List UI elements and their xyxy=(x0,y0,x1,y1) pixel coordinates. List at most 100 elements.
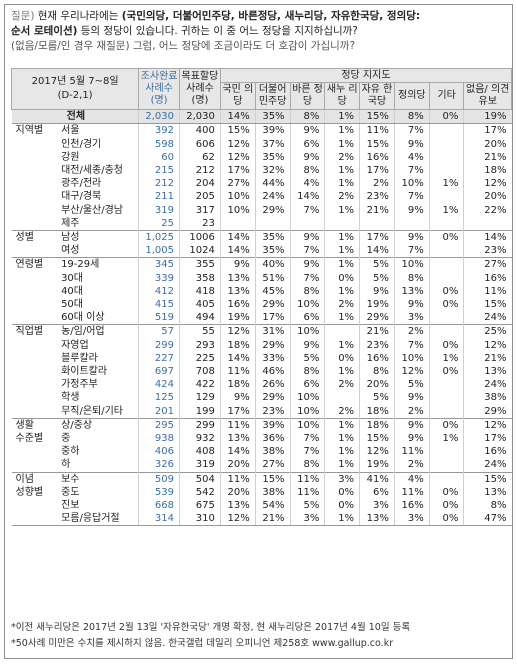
table-cell: 938 xyxy=(138,432,180,446)
table-cell: 1% xyxy=(428,177,464,191)
party-list-bold: (국민의당, 더불어민주당, 바른정당, 새누리당, 자유한국당, 정의당: xyxy=(121,10,421,22)
table-cell: 9% xyxy=(393,417,430,433)
table-row: 부산/울산/경남 319 317 10% 29% 7% 1% 21% 9% 1% 22% xyxy=(12,203,512,217)
table-cell: 14% xyxy=(219,230,256,245)
table-row: 연령별 19-29세 345 355 9% 40% 9% 1% 5% 10% 27% xyxy=(11,257,512,272)
table-cell: 400 xyxy=(179,123,221,138)
table-cell: 14% xyxy=(359,244,395,258)
table-cell xyxy=(428,311,464,325)
row-sub-label: 남성 xyxy=(59,230,139,245)
table-cell: 10% xyxy=(219,190,256,204)
table-row: 블루칼라 227 225 14% 33% 5% 0% 16% 10% 1% 21% xyxy=(12,351,512,366)
table-row-total: 전체 2,030 2,030 14% 35% 8% 1% 15% 8% 0% 19% xyxy=(11,109,512,125)
table-cell: 299 xyxy=(179,417,221,433)
table-cell: 38% xyxy=(254,485,291,500)
table-cell: 20% xyxy=(463,190,512,204)
table-cell: 8% xyxy=(393,109,430,125)
row-sub-label: 하 xyxy=(61,459,71,471)
table-row: 이념 보수 509 504 11% 15% 11% 3% 41% 4% 15% xyxy=(11,471,512,486)
question-line-2: 순서 로테이션) 등의 정당이 있습니다. 귀하는 이 중 어느 정당을 지지하… xyxy=(11,24,509,39)
row-group-label: 직업별 xyxy=(11,324,60,339)
question-text-2: 등의 정당이 있습니다. 귀하는 이 중 어느 정당을 지지하십니까? xyxy=(77,25,358,37)
table-cell: 21% xyxy=(359,324,395,339)
table-cell: 10% xyxy=(289,298,325,312)
table-cell: 9% xyxy=(393,137,430,151)
row-group-label: 연령별 xyxy=(11,257,60,272)
table-cell: 17% xyxy=(463,123,512,138)
table-cell: 10% xyxy=(289,417,325,433)
table-cell: 24% xyxy=(463,311,512,325)
table-cell: 3% xyxy=(393,512,430,527)
party-header: 새누 리당 xyxy=(324,82,361,111)
row-sub-label: 부산/울산/경남 xyxy=(61,204,124,216)
table-cell: 16% xyxy=(359,150,395,164)
table-cell: 15% xyxy=(359,109,395,125)
row-sub-label: 강원 xyxy=(61,151,80,163)
row-sub-label: 중하 xyxy=(61,446,80,458)
table-cell: 0% xyxy=(428,365,464,379)
row-group-label: 성별 xyxy=(11,230,60,245)
table-row: 생활 상/중상 295 299 11% 39% 10% 1% 18% 9% 0% 12% xyxy=(11,417,512,433)
table-cell: 1% xyxy=(324,137,360,151)
table-cell: 6% xyxy=(289,137,325,151)
table-cell: 317 xyxy=(179,203,221,217)
table-row: 학생 125 129 9% 29% 10% 5% 9% 38% xyxy=(12,391,512,405)
table-cell: 4% xyxy=(393,471,430,486)
row-sub-label: 40대 xyxy=(61,285,83,297)
row-group-label xyxy=(12,352,60,365)
table-cell: 60 xyxy=(138,150,180,164)
table-cell xyxy=(324,324,360,339)
table-cell: 14% xyxy=(463,230,512,245)
table-cell: 8% xyxy=(289,365,325,379)
table-cell: 9% xyxy=(289,257,325,272)
table-cell: 16% xyxy=(359,351,395,366)
row-sub-label: 블루칼라 xyxy=(61,352,98,364)
total-label: 전체 xyxy=(11,109,139,125)
table-cell: 606 xyxy=(179,137,221,151)
table-cell: 11% xyxy=(219,365,256,379)
rotation-bold: 순서 로테이션) xyxy=(11,25,78,37)
table-cell: 17% xyxy=(359,164,395,178)
table-cell: 57 xyxy=(138,324,180,339)
row-group-label: 수준별 xyxy=(15,433,44,445)
table-cell: 12% xyxy=(463,338,512,352)
table-cell: 418 xyxy=(179,284,221,299)
table-cell: 20% xyxy=(359,378,395,392)
table-cell: 408 xyxy=(179,445,221,459)
table-cell: 16% xyxy=(393,499,430,513)
table-cell: 314 xyxy=(138,512,180,527)
table-row: 대전/세종/충청 215 212 17% 32% 8% 1% 17% 7% 18% xyxy=(12,164,512,178)
row-group-label xyxy=(11,512,60,527)
table-cell: 225 xyxy=(179,351,221,366)
party-header: 바른 정당 xyxy=(289,82,326,111)
table-cell: 1% xyxy=(324,432,360,446)
table-cell: 20% xyxy=(463,137,512,151)
table-row: 자영업 299 293 18% 29% 9% 1% 23% 7% 0% 12% xyxy=(12,338,512,352)
table-cell: 494 xyxy=(179,311,221,325)
table-cell: 1% xyxy=(324,244,360,258)
table-cell: 0% xyxy=(428,298,464,312)
table-cell: 392 xyxy=(138,123,180,138)
table-row: 40대 412 418 13% 45% 8% 1% 9% 13% 0% 11% xyxy=(12,284,512,299)
table-cell: 18% xyxy=(359,417,395,433)
row-sub-label: 서울 xyxy=(61,125,80,137)
table-cell: 2% xyxy=(359,177,395,191)
table-cell: 5% xyxy=(289,499,325,513)
table-cell: 23% xyxy=(463,244,512,258)
table-cell: 205 xyxy=(179,190,221,204)
table-cell: 0% xyxy=(324,271,360,285)
row-group-label xyxy=(12,378,60,391)
table-cell: 0% xyxy=(428,512,464,527)
question-label: 질문) xyxy=(11,10,35,22)
row-sub-label: 제주 xyxy=(61,217,80,229)
row-group-label: 지역별 xyxy=(15,125,44,137)
table-cell: 4% xyxy=(289,177,325,191)
table-cell: 44% xyxy=(254,177,291,191)
table-cell: 8% xyxy=(359,365,395,379)
table-row: 제주 25 23 xyxy=(12,216,512,231)
table-cell xyxy=(393,216,430,231)
table-cell: 33% xyxy=(254,351,291,366)
table-cell: 17% xyxy=(359,230,395,245)
table-cell: 27% xyxy=(254,458,291,473)
table-cell: 9% xyxy=(393,432,430,446)
